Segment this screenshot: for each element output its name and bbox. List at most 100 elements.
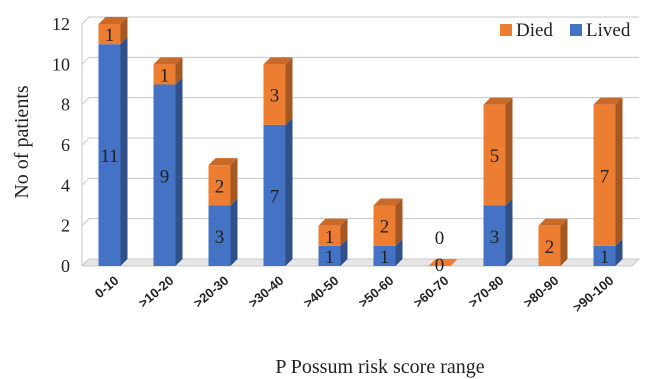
bar-died-80-90 bbox=[538, 218, 568, 266]
y-tick-label-10: 10 bbox=[52, 54, 70, 74]
bar-lived-50-60-front bbox=[373, 245, 396, 266]
bar-lived-20-30 bbox=[208, 198, 238, 266]
data-label-died-0-10: 1 bbox=[105, 25, 115, 46]
bar-died-50-60-side bbox=[395, 198, 403, 246]
bar-empty-60-70 bbox=[428, 259, 458, 266]
bar-died-30-40-side bbox=[285, 57, 293, 125]
bar-lived-10-20 bbox=[153, 77, 183, 266]
bar-died-30-40-top bbox=[263, 57, 293, 65]
legend-item-lived: Lived bbox=[570, 20, 631, 41]
x-tick-label-40-50: >40-50 bbox=[300, 273, 341, 311]
data-label-lived-60-70: 0 bbox=[435, 255, 445, 276]
gridline-6 bbox=[81, 137, 639, 146]
data-label-lived-0-10: 11 bbox=[100, 146, 118, 167]
bar-lived-30-40-side bbox=[285, 117, 293, 266]
bar-died-40-50 bbox=[318, 218, 348, 246]
bar-died-50-60-top bbox=[373, 198, 403, 206]
bar-lived-10-20-side bbox=[175, 77, 183, 266]
legend-label-died: Died bbox=[516, 20, 553, 41]
bar-lived-30-40-front bbox=[263, 124, 286, 266]
bar-lived-30-40 bbox=[263, 117, 293, 266]
data-label-lived-70-80: 3 bbox=[490, 227, 500, 248]
x-tick-label-50-60: >50-60 bbox=[355, 273, 396, 311]
x-tick-label-80-90: >80-90 bbox=[520, 273, 561, 311]
x-tick-label-60-70: >60-70 bbox=[410, 273, 451, 311]
legend: Died Lived bbox=[500, 20, 631, 41]
bar-lived-20-30-front bbox=[208, 205, 231, 266]
data-label-lived-20-30: 3 bbox=[215, 227, 225, 248]
x-tick-label-20-30: >20-30 bbox=[190, 273, 231, 311]
bar-died-10-20 bbox=[153, 57, 183, 85]
gridline-12 bbox=[81, 16, 639, 25]
bar-died-0-10 bbox=[98, 17, 128, 45]
y-axis-ticks: 0 2 4 6 8 10 12 bbox=[52, 14, 70, 276]
bar-lived-90-100 bbox=[593, 238, 623, 266]
legend-label-lived: Lived bbox=[586, 20, 631, 41]
bar-died-20-30 bbox=[208, 158, 238, 206]
legend-swatch-died bbox=[500, 24, 512, 36]
data-label-lived-30-40: 7 bbox=[270, 186, 280, 207]
bar-lived-70-80-front bbox=[483, 205, 506, 266]
bar-died-70-80 bbox=[483, 97, 513, 206]
bar-died-50-60-front bbox=[373, 205, 396, 246]
bar-died-30-40 bbox=[263, 57, 293, 125]
data-label-lived-10-20: 9 bbox=[160, 166, 170, 187]
bar-lived-70-80-side bbox=[505, 198, 513, 266]
bar-lived-0-10-side bbox=[120, 37, 128, 266]
bar-died-90-100-side bbox=[615, 97, 623, 246]
bar-lived-90-100-side bbox=[615, 238, 623, 266]
data-label-died-90-100: 7 bbox=[600, 166, 610, 187]
bar-died-70-80-front bbox=[483, 104, 506, 206]
data-label-died-50-60: 2 bbox=[380, 217, 390, 238]
gridlines bbox=[81, 16, 639, 267]
y-tick-label-2: 2 bbox=[61, 216, 70, 236]
bar-died-0-10-front bbox=[98, 24, 121, 45]
bar-died-30-40-front bbox=[263, 64, 286, 125]
data-label-died-30-40: 3 bbox=[270, 86, 280, 107]
bar-lived-10-20-front bbox=[153, 84, 176, 266]
bar-died-20-30-side bbox=[230, 158, 238, 206]
bar-died-80-90-top bbox=[538, 218, 568, 226]
gridline-10 bbox=[81, 56, 639, 65]
legend-item-died: Died bbox=[500, 20, 553, 41]
bar-died-10-20-top bbox=[153, 57, 183, 65]
bar-died-20-30-front bbox=[208, 165, 231, 206]
bar-died-0-10-side bbox=[120, 17, 128, 45]
bar-died-40-50-side bbox=[340, 218, 348, 246]
y-tick-label-8: 8 bbox=[61, 95, 70, 115]
bar-died-90-100-top bbox=[593, 97, 623, 105]
x-axis-ticks: 0-10 >10-20 >20-30 >30-40 >40-50 >50-60 >60-70… bbox=[92, 273, 617, 315]
y-axis-title: No of patients bbox=[11, 85, 33, 199]
x-tick-label-70-80: >70-80 bbox=[465, 273, 506, 311]
bar-died-20-30-top bbox=[208, 158, 238, 166]
data-label-lived-50-60: 1 bbox=[380, 247, 390, 268]
bar-died-40-50-top bbox=[318, 218, 348, 226]
x-tick-label-30-40: >30-40 bbox=[245, 273, 286, 311]
x-tick-label-10-20: >10-20 bbox=[135, 273, 176, 311]
data-label-died-60-70: 0 bbox=[435, 228, 445, 249]
bar-died-80-90-front bbox=[538, 225, 561, 266]
bar-died-80-90-side bbox=[560, 218, 568, 266]
bar-lived-40-50-side bbox=[340, 238, 348, 266]
y-tick-label-6: 6 bbox=[61, 135, 70, 155]
bar-lived-20-30-side bbox=[230, 198, 238, 266]
bar-died-90-100 bbox=[593, 97, 623, 246]
data-label-lived-40-50: 1 bbox=[325, 247, 335, 268]
bar-lived-40-50-front bbox=[318, 245, 341, 266]
legend-swatch-lived bbox=[570, 24, 582, 36]
y-tick-label-12: 12 bbox=[52, 14, 70, 34]
data-label-died-40-50: 1 bbox=[325, 227, 335, 248]
bar-lived-0-10-front bbox=[98, 44, 121, 266]
bar-died-10-20-front bbox=[153, 64, 176, 85]
gridline-2 bbox=[81, 218, 639, 227]
data-label-died-80-90: 2 bbox=[545, 237, 555, 258]
bar-died-50-60 bbox=[373, 198, 403, 246]
bar-died-70-80-side bbox=[505, 97, 513, 206]
bar-lived-50-60-side bbox=[395, 238, 403, 266]
bar-lived-50-60 bbox=[373, 238, 403, 266]
bar-lived-70-80 bbox=[483, 198, 513, 266]
bar-lived-40-50 bbox=[318, 238, 348, 266]
bar-lived-90-100-front bbox=[593, 245, 616, 266]
bar-lived-0-10 bbox=[98, 37, 128, 266]
